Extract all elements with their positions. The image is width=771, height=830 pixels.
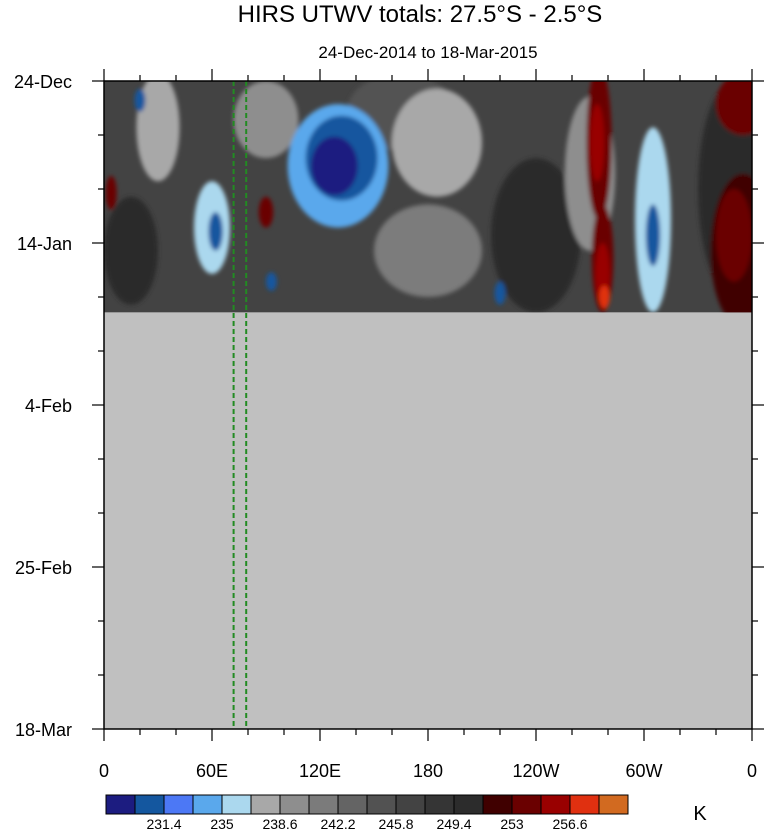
colorbar-box <box>279 794 310 815</box>
contour-feature <box>134 88 146 112</box>
contour-blobs <box>104 81 752 313</box>
colorbar-label: 256.6 <box>552 816 587 830</box>
contour-feature <box>104 196 158 305</box>
contour-feature <box>266 272 277 291</box>
colorbar-label: 238.6 <box>262 816 297 830</box>
plot-area <box>104 81 752 729</box>
contour-feature <box>392 88 482 197</box>
y-axis: 24-Dec 14-Jan 4-Feb 25-Feb 18-Mar <box>14 72 764 740</box>
x-tick-label: 0 <box>747 761 757 781</box>
x-tick-label: 0 <box>99 761 109 781</box>
colorbar-box <box>308 794 339 815</box>
colorbar-box <box>366 794 397 815</box>
contour-feature <box>716 189 752 282</box>
colorbar-box <box>569 794 600 815</box>
y-tick-label: 14-Jan <box>17 234 72 254</box>
contour-feature <box>645 204 661 267</box>
contour-feature <box>374 204 482 297</box>
colorbar-box <box>482 794 513 815</box>
x-tick-label: 120E <box>299 761 341 781</box>
y-tick-label: 24-Dec <box>14 72 72 92</box>
contour-feature <box>311 136 358 196</box>
x-tick-label: 120W <box>512 761 559 781</box>
x-tick-label: 60W <box>625 761 662 781</box>
colorbar-label: 231.4 <box>146 816 181 830</box>
colorbar-label: 242.2 <box>320 816 355 830</box>
colorbar-box <box>221 794 252 815</box>
reference-lines <box>232 81 248 729</box>
colorbar-box <box>540 794 571 815</box>
colorbar-box <box>192 794 223 815</box>
contour-feature <box>494 281 506 305</box>
contour-feature <box>105 175 117 210</box>
y-tick-label: 18-Mar <box>15 720 72 740</box>
chart-subtitle: 24-Dec-2014 to 18-Mar-2015 <box>318 43 537 62</box>
chart-title: HIRS UTWV totals: 27.5°S - 2.5°S <box>238 1 603 28</box>
colorbar-box <box>598 794 629 815</box>
colorbar-label: 253 <box>500 816 524 830</box>
contour-feature <box>716 81 752 135</box>
contour-feature <box>599 285 610 309</box>
y-tick-label: 25-Feb <box>15 558 72 578</box>
colorbar: 231.4 235 238.6 242.2 245.8 249.4 253 256.6 <box>105 794 629 830</box>
contour-feature <box>258 196 274 228</box>
colorbar-box <box>424 794 455 815</box>
colorbar-box <box>105 794 136 815</box>
colorbar-box <box>163 794 194 815</box>
x-axis: 0 60E 120E 180 120W 60W 0 <box>99 69 757 781</box>
colorbar-box <box>395 794 426 815</box>
x-tick-label: 60E <box>196 761 228 781</box>
colorbar-box <box>511 794 542 815</box>
y-tick-label: 4-Feb <box>25 396 72 416</box>
colorbar-label: 235 <box>210 816 234 830</box>
colorbar-box <box>134 794 165 815</box>
contour-feature <box>590 104 605 182</box>
colorbar-box <box>337 794 368 815</box>
data-field <box>104 81 752 313</box>
colorbar-label: 245.8 <box>378 816 413 830</box>
contour-feature <box>233 81 299 159</box>
colorbar-box <box>453 794 484 815</box>
colorbar-units: K <box>693 803 707 825</box>
colorbar-label: 249.4 <box>436 816 471 830</box>
x-tick-label: 180 <box>413 761 443 781</box>
contour-feature <box>208 212 223 251</box>
contour-feature <box>136 81 180 182</box>
colorbar-box <box>250 794 281 815</box>
contour-feature <box>491 158 581 313</box>
